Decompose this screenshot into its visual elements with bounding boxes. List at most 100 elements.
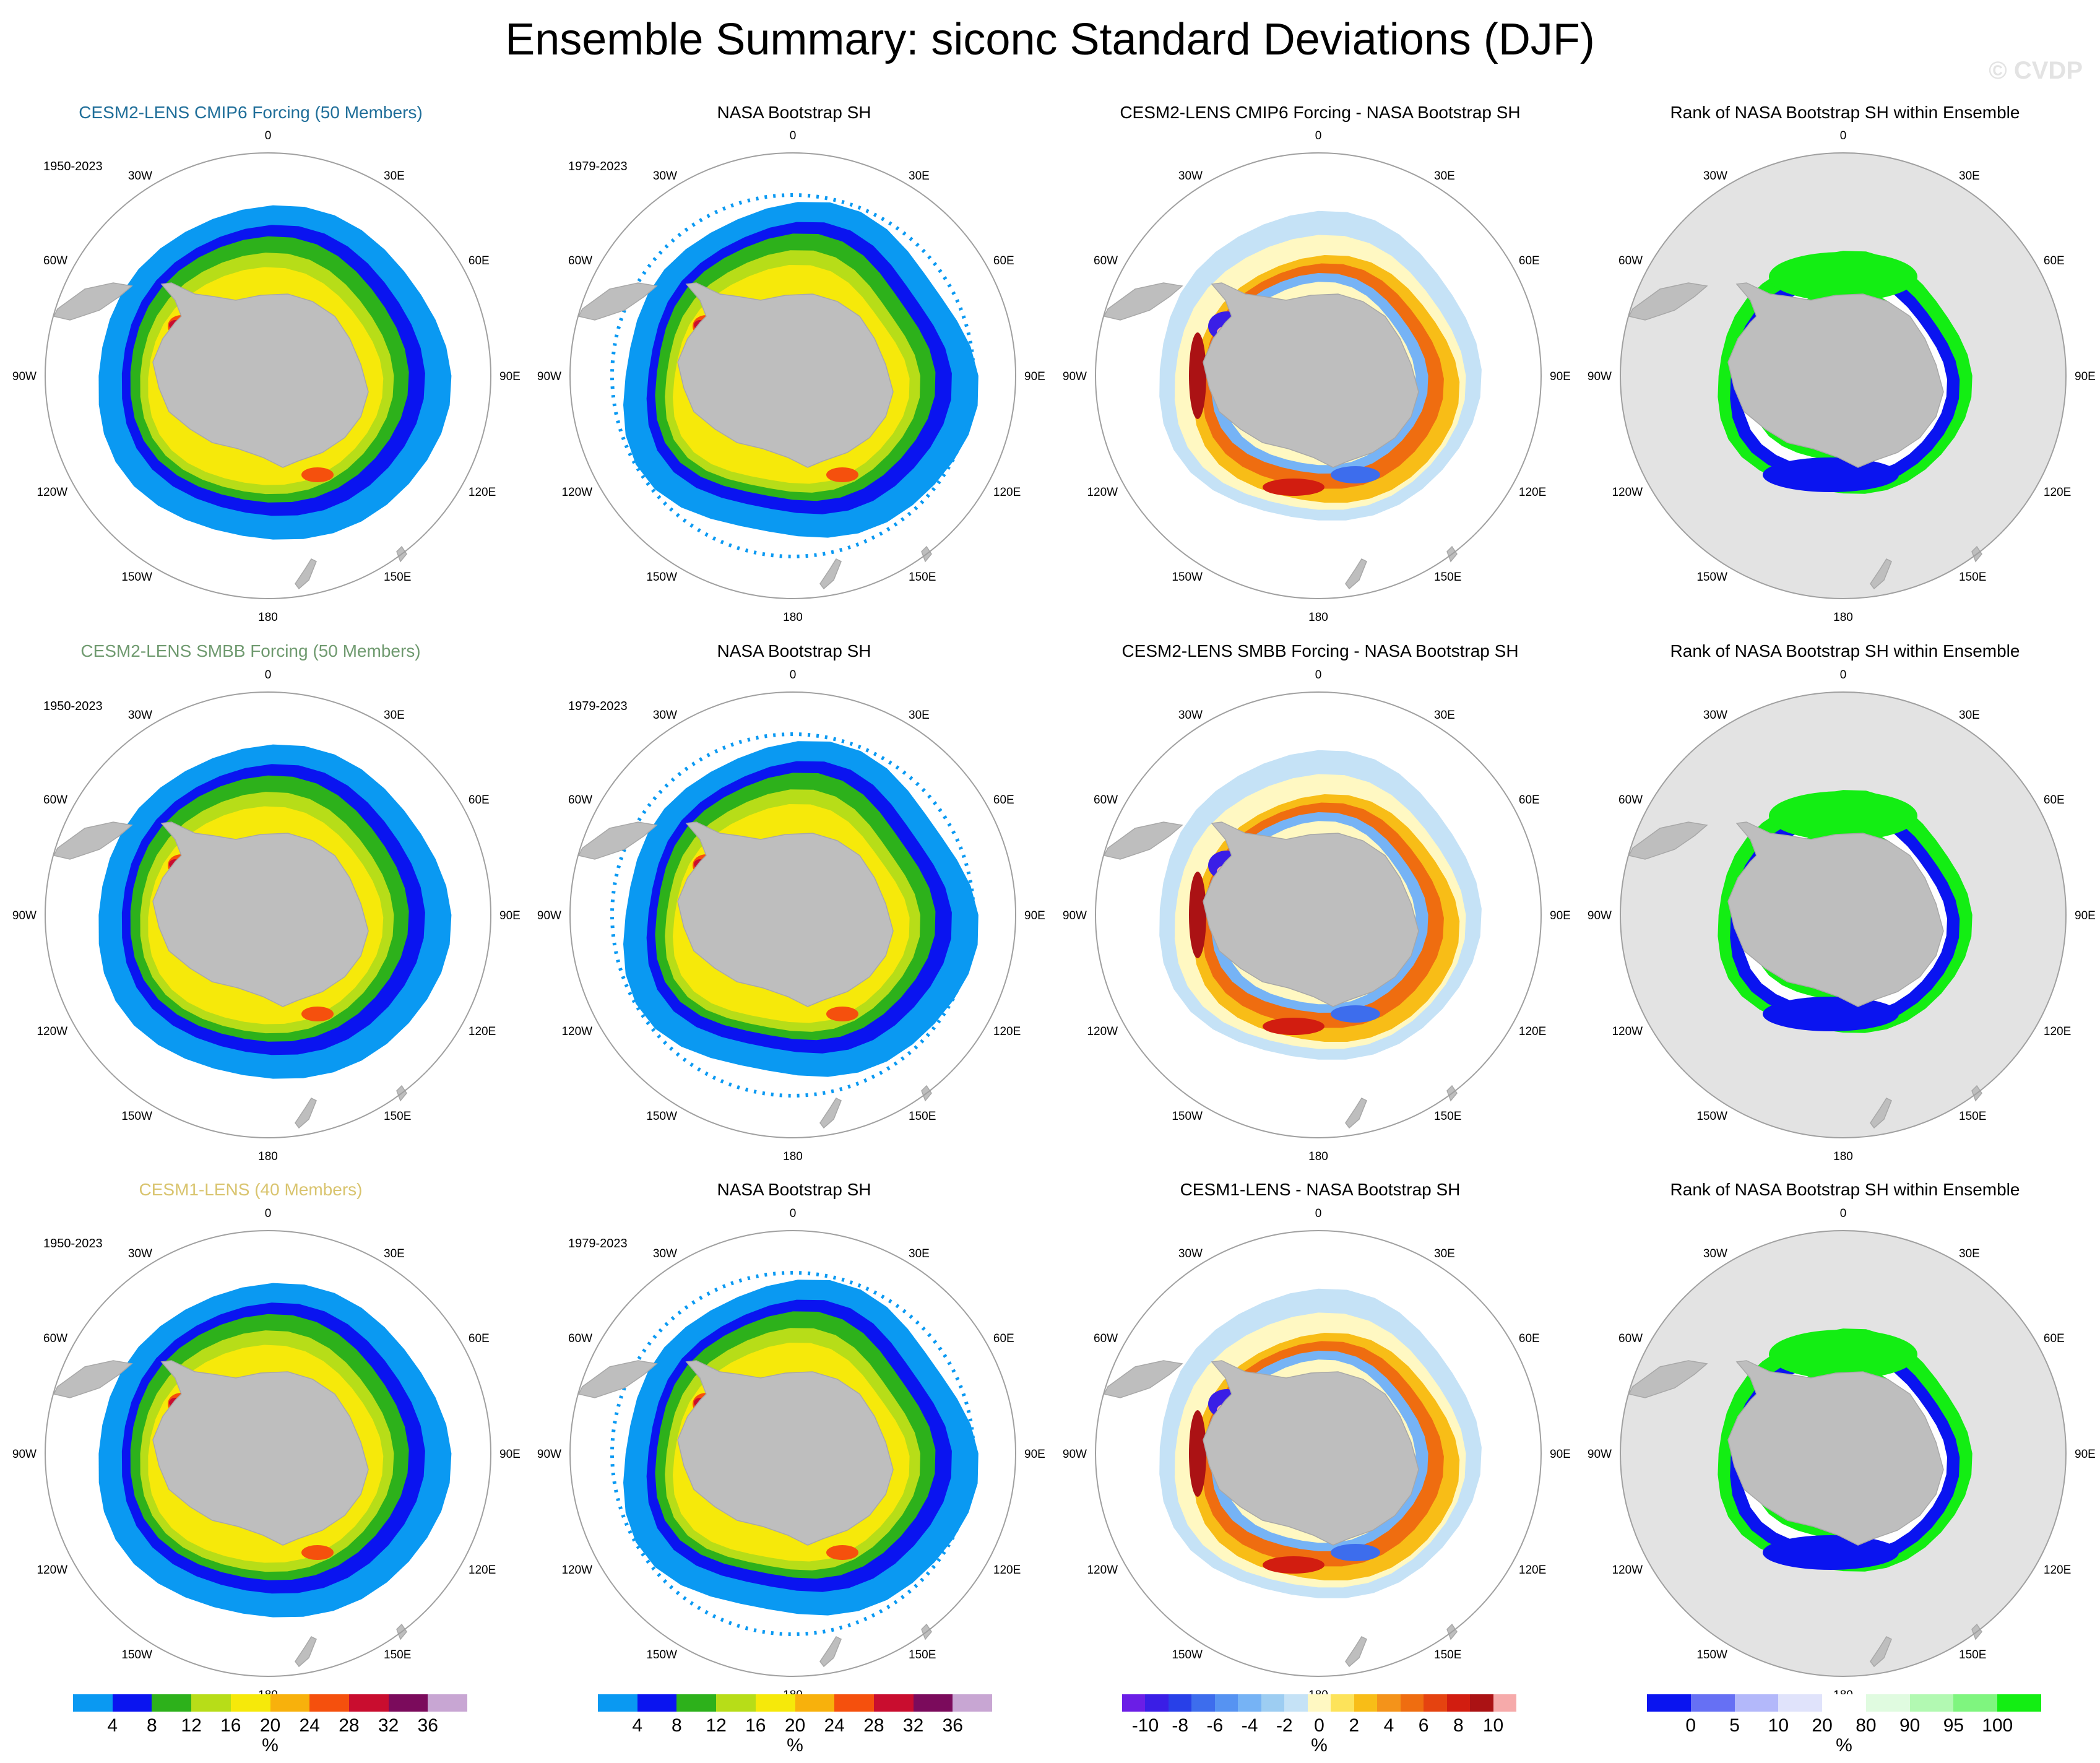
south-america-landmass [1628, 1360, 1708, 1398]
lon-label: 90W [1588, 909, 1612, 922]
polar-map-r1-c2: 0 30E 60E 90E 120E 150E 180 150W 120W 90W 60W 30W [537, 129, 1045, 624]
lon-label: 120E [469, 1564, 496, 1577]
colorbar-swatch [1424, 1694, 1448, 1712]
lon-label: 30E [909, 170, 930, 183]
map-boundary [45, 691, 491, 1138]
colorbar-tick-label: -10 [1131, 1715, 1159, 1736]
colorbar-swatch [309, 1694, 350, 1712]
lon-label: 30E [1959, 170, 1980, 183]
lon-label: 150W [646, 571, 677, 584]
diff-anomaly [1263, 1018, 1324, 1035]
colorbar-tick-label: 20 [784, 1715, 806, 1736]
new-zealand-landmass [295, 1098, 317, 1129]
diff-anomaly [1331, 1544, 1380, 1561]
colorbar-swatch [348, 1694, 389, 1712]
south-america-landmass [1103, 821, 1183, 860]
lon-label: 90E [1024, 1448, 1045, 1461]
colorbar-unit: % [262, 1735, 279, 1756]
colorbar-swatch [1145, 1694, 1169, 1712]
lon-label: 30W [1703, 1247, 1727, 1260]
new-zealand-landmass [1870, 558, 1892, 590]
lon-label: 120E [1519, 486, 1546, 499]
lon-label: 30E [1434, 1247, 1455, 1260]
lon-label: 60W [43, 1332, 67, 1345]
lon-label: 90W [12, 1448, 37, 1461]
colorbar-tick-label: 8 [672, 1715, 682, 1736]
lon-label: 150W [121, 571, 152, 584]
figure-title: Ensemble Summary: siconc Standard Deviat… [505, 15, 1595, 64]
lon-label: 120E [469, 486, 496, 499]
lon-label: 30W [653, 170, 677, 183]
lon-label: 60E [993, 794, 1014, 807]
diff-anomaly [1189, 1410, 1206, 1497]
lon-label: 60E [2044, 1332, 2065, 1345]
lon-label: 0 [1315, 129, 1322, 142]
colorbar-tick-label: 16 [220, 1715, 241, 1736]
lon-label: 150E [1434, 1110, 1461, 1123]
period-r2-obs: 1979-2023 [568, 700, 628, 713]
lon-label: 120E [469, 1025, 496, 1038]
panel-title-r3-rank: Rank of NASA Bootstrap SH within Ensembl… [1670, 1180, 2020, 1199]
sea-ice-edge-noise [610, 193, 975, 558]
rank-patch [1769, 791, 1917, 841]
period-r1-ensemble: 1950-2023 [43, 160, 103, 173]
lon-label: 60E [469, 794, 490, 807]
colorbar-swatch [1953, 1694, 1998, 1712]
period-r3-obs: 1979-2023 [568, 1237, 628, 1250]
colorbar-swatch [1822, 1694, 1867, 1712]
lon-label: 60E [2044, 254, 2065, 267]
colorbar-swatch [388, 1694, 428, 1712]
lon-label: 0 [1315, 1207, 1322, 1220]
colorbar-swatch [1865, 1694, 1911, 1712]
antarctica-landmass [152, 282, 369, 468]
sea-ice-hotspot [301, 467, 334, 482]
lon-label: 30W [1178, 1247, 1203, 1260]
colorbar-swatch [1284, 1694, 1308, 1712]
lon-label: 90E [2075, 909, 2096, 922]
lon-label: 150E [384, 1648, 411, 1661]
colorbar-tick-label: 100 [1982, 1715, 2013, 1736]
lon-label: 120W [1087, 1025, 1118, 1038]
colorbar-rank [1647, 1694, 2042, 1712]
lon-label: 30E [909, 709, 930, 722]
lon-label: 30W [128, 709, 152, 722]
lon-label: 60E [1519, 1332, 1540, 1345]
lon-label: 180 [783, 611, 803, 624]
colorbar-swatch [1238, 1694, 1262, 1712]
south-america-landmass [577, 1360, 658, 1398]
lon-label: 90E [499, 370, 521, 383]
colorbar-difference [1122, 1694, 1517, 1712]
polar-map-r1-c4: 0 30E 60E 90E 120E 150E 180 150W 120W 90W 60W 30W [1588, 129, 2096, 624]
antarctica-landmass [1727, 282, 1944, 468]
sea-ice-edge-noise [610, 732, 975, 1098]
lon-label: 150W [121, 1648, 152, 1661]
map-boundary [1095, 691, 1542, 1138]
lon-label: 150W [646, 1110, 677, 1123]
lon-label: 60E [1519, 254, 1540, 267]
lon-label: 30W [1703, 170, 1727, 183]
colorbar-tick-label: 80 [1856, 1715, 1877, 1736]
colorbar-tick-label: 95 [1943, 1715, 1964, 1736]
lon-label: 60W [568, 254, 592, 267]
lon-label: 90E [1024, 370, 1045, 383]
lon-label: 90W [1588, 1448, 1612, 1461]
lon-label: 120W [561, 1564, 592, 1577]
lon-label: 150W [121, 1110, 152, 1123]
antarctica-landmass [152, 821, 369, 1007]
lon-label: 120E [2044, 1564, 2071, 1577]
lon-label: 150E [1434, 1648, 1461, 1661]
lon-label: 0 [1840, 129, 1847, 142]
panel-title-r2-diff: CESM2-LENS SMBB Forcing - NASA Bootstrap… [1121, 641, 1519, 661]
lon-label: 120W [561, 486, 592, 499]
period-r3-ensemble: 1950-2023 [43, 1237, 103, 1250]
lon-label: 60W [43, 254, 67, 267]
lon-label: 90E [2075, 1448, 2096, 1461]
map-boundary [569, 1230, 1016, 1677]
new-zealand-landmass [1345, 1636, 1367, 1668]
lon-label: 30W [1703, 709, 1727, 722]
lon-label: 0 [265, 669, 272, 682]
lon-label: 180 [1308, 1150, 1328, 1163]
colorbar-swatch [73, 1694, 113, 1712]
